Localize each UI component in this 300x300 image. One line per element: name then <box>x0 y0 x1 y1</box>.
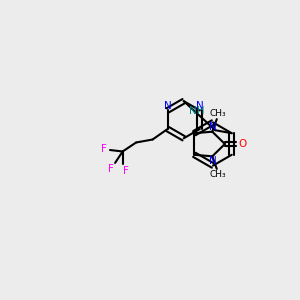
Text: F: F <box>108 164 113 174</box>
Text: CH₃: CH₃ <box>210 170 226 179</box>
Text: N: N <box>209 122 217 133</box>
Text: NH: NH <box>189 106 205 116</box>
Text: F: F <box>123 166 129 176</box>
Text: O: O <box>239 139 247 149</box>
Text: CH₃: CH₃ <box>210 109 226 118</box>
Text: N: N <box>164 101 172 111</box>
Text: F: F <box>101 144 107 154</box>
Text: N: N <box>209 155 217 166</box>
Text: N: N <box>196 101 203 111</box>
